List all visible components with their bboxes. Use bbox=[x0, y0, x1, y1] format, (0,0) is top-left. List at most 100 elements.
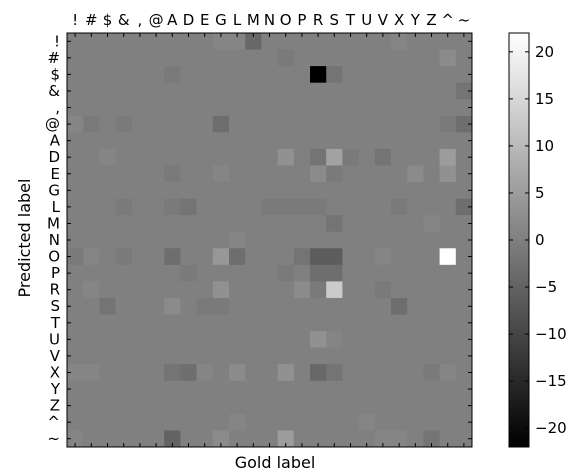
heatmap-cell bbox=[277, 132, 295, 150]
heatmap-cell bbox=[261, 66, 279, 84]
heatmap-cell bbox=[99, 66, 117, 84]
heatmap-cell bbox=[374, 397, 392, 415]
heatmap-cell bbox=[293, 99, 311, 117]
heatmap-cell bbox=[261, 231, 279, 249]
heatmap-cell bbox=[358, 66, 376, 84]
heatmap-cell bbox=[374, 132, 392, 150]
heatmap-cell bbox=[131, 264, 149, 282]
heatmap-cell bbox=[180, 430, 198, 448]
heatmap-cell bbox=[115, 281, 133, 299]
heatmap-cell bbox=[212, 215, 230, 233]
heatmap-cell bbox=[83, 380, 100, 398]
heatmap-cell bbox=[196, 413, 214, 431]
x-tick-label: G bbox=[215, 11, 227, 29]
heatmap-cell bbox=[391, 99, 408, 117]
heatmap-cell bbox=[131, 148, 149, 166]
heatmap-cell bbox=[83, 281, 100, 299]
y-tick-label: E bbox=[51, 165, 60, 183]
heatmap-cell bbox=[196, 281, 214, 299]
heatmap-cell bbox=[374, 264, 392, 282]
y-tick-label: M bbox=[47, 214, 60, 232]
heatmap-cell bbox=[423, 347, 441, 365]
heatmap-cell bbox=[83, 198, 100, 216]
heatmap-cell bbox=[391, 248, 408, 266]
heatmap-cell bbox=[310, 115, 327, 133]
x-tick-label: U bbox=[361, 11, 372, 29]
heatmap-cell bbox=[67, 331, 84, 349]
heatmap-cell bbox=[310, 148, 327, 166]
heatmap-cell bbox=[196, 380, 214, 398]
heatmap-cell bbox=[164, 430, 181, 448]
heatmap-cell bbox=[261, 132, 279, 150]
x-axis-label: Gold label bbox=[235, 453, 316, 472]
heatmap-cell bbox=[342, 198, 360, 216]
heatmap-cell bbox=[196, 430, 214, 448]
heatmap-cell bbox=[277, 182, 295, 200]
heatmap-cell bbox=[407, 314, 424, 332]
heatmap-cell bbox=[358, 148, 376, 166]
heatmap-cell bbox=[67, 165, 84, 183]
heatmap-cell bbox=[439, 413, 457, 431]
heatmap-cell bbox=[423, 297, 441, 316]
heatmap-cell bbox=[358, 430, 376, 448]
heatmap-cell bbox=[99, 281, 117, 299]
y-tick-label: L bbox=[52, 198, 61, 216]
y-tick-label: @ bbox=[45, 115, 60, 133]
heatmap-cell bbox=[391, 66, 408, 84]
heatmap-cell bbox=[83, 397, 100, 415]
x-tick-label: A bbox=[167, 11, 178, 29]
heatmap-cell bbox=[310, 364, 327, 382]
heatmap-cell bbox=[196, 364, 214, 382]
heatmap-cell bbox=[67, 297, 84, 316]
heatmap-cell bbox=[196, 66, 214, 84]
heatmap-cell bbox=[115, 314, 133, 332]
heatmap-cell bbox=[212, 364, 230, 382]
heatmap-cell bbox=[245, 297, 262, 316]
heatmap-cell bbox=[245, 165, 262, 183]
heatmap-cell bbox=[212, 49, 230, 67]
x-tick-label: T bbox=[345, 11, 356, 29]
heatmap-cell bbox=[131, 99, 149, 117]
heatmap-cell bbox=[439, 264, 457, 282]
y-tick-label: N bbox=[49, 231, 60, 249]
heatmap-cell bbox=[407, 380, 424, 398]
heatmap-cell bbox=[131, 182, 149, 200]
heatmap-cell bbox=[293, 132, 311, 150]
heatmap-cell bbox=[180, 364, 198, 382]
x-tick-label: ! bbox=[72, 11, 78, 29]
heatmap-cell bbox=[310, 413, 327, 431]
heatmap-cell bbox=[131, 430, 149, 448]
heatmap-cell bbox=[115, 297, 133, 316]
heatmap-cell bbox=[326, 99, 343, 117]
heatmap-cell bbox=[115, 380, 133, 398]
heatmap-cell bbox=[212, 132, 230, 150]
heatmap-cell bbox=[455, 99, 473, 117]
heatmap-cell bbox=[148, 115, 165, 133]
heatmap-cell bbox=[180, 281, 198, 299]
heatmap-cell bbox=[148, 264, 165, 282]
heatmap-cell bbox=[342, 430, 360, 448]
heatmap-cell bbox=[277, 82, 295, 100]
colorbar-tick-label: −20 bbox=[535, 419, 567, 437]
heatmap-cell bbox=[115, 165, 133, 183]
heatmap-cell bbox=[83, 82, 100, 100]
heatmap-cell bbox=[83, 413, 100, 431]
heatmap-cell bbox=[293, 413, 311, 431]
heatmap-cell bbox=[148, 99, 165, 117]
colorbar-tick-label: 20 bbox=[535, 43, 554, 61]
heatmap-cell bbox=[277, 380, 295, 398]
heatmap-cell bbox=[229, 165, 246, 183]
heatmap-cell bbox=[391, 148, 408, 166]
heatmap-cell bbox=[391, 331, 408, 349]
heatmap-cell bbox=[164, 281, 181, 299]
heatmap-cell bbox=[180, 132, 198, 150]
heatmap-cell bbox=[212, 33, 230, 51]
heatmap-cell bbox=[196, 314, 214, 332]
heatmap-cell bbox=[67, 281, 84, 299]
heatmap-cell bbox=[391, 49, 408, 67]
heatmap-cell bbox=[261, 430, 279, 448]
heatmap-cell bbox=[342, 347, 360, 365]
heatmap-cell bbox=[407, 364, 424, 382]
heatmap-cell bbox=[115, 99, 133, 117]
heatmap-cell bbox=[439, 397, 457, 415]
